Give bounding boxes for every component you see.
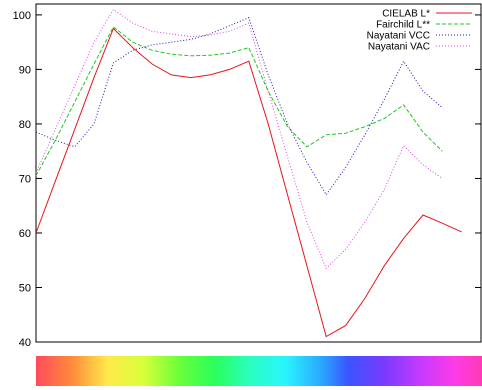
y-tick-label: 90 xyxy=(19,64,31,76)
y-axis-ticks: 40 50 60 70 80 90 100 xyxy=(13,10,481,349)
y-tick-label: 80 xyxy=(19,119,31,131)
y-tick-label: 60 xyxy=(19,228,31,240)
y-tick-label: 70 xyxy=(19,173,31,185)
series-line-3 xyxy=(35,8,443,270)
y-tick-label: 100 xyxy=(13,10,31,22)
legend-label-3: Nayatani VAC xyxy=(368,42,430,53)
y-tick-label: 40 xyxy=(19,337,31,349)
legend-label-1: Fairchild L** xyxy=(376,20,430,31)
y-tick-label: 50 xyxy=(19,282,31,294)
legend: CIELAB L*Fairchild L**Nayatani VCCNayata… xyxy=(367,9,472,53)
series-line-0 xyxy=(35,27,462,338)
series-line-1 xyxy=(35,26,443,176)
legend-label-2: Nayatani VCC xyxy=(367,31,430,42)
legend-label-0: CIELAB L* xyxy=(382,9,430,20)
series-lines xyxy=(35,8,462,338)
hue-gradient-strip xyxy=(36,356,482,386)
